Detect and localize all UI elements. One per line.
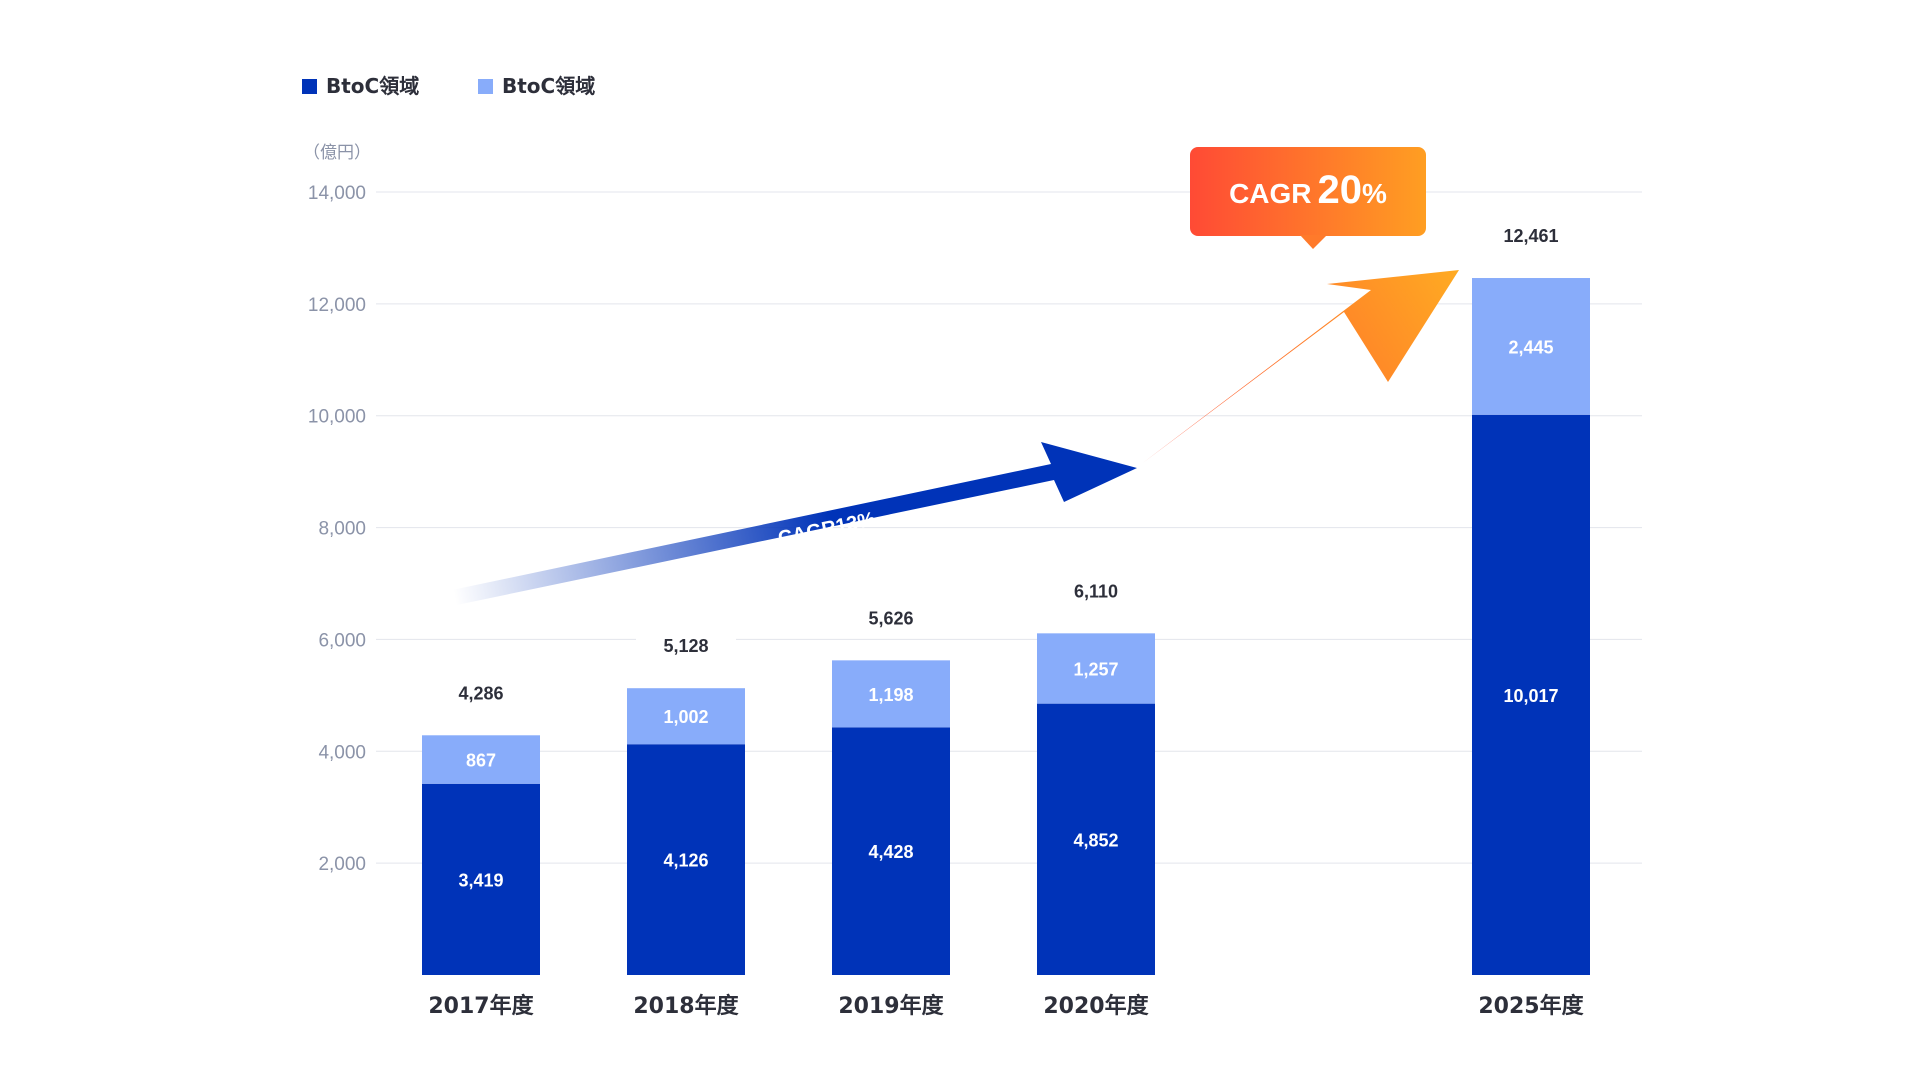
y-tick-label: 4,000 (318, 742, 366, 763)
x-tick-label: 2025年度 (1478, 993, 1584, 1019)
value-labels: 3,419 867 4,286 4,126 1,002 5,128 4,428 1,198 5,… (431, 222, 1581, 890)
total-label: 12,461 (1503, 226, 1558, 246)
callout-text: CAGR 20% (1229, 168, 1387, 212)
bar-label-light: 1,002 (663, 707, 708, 727)
y-tick-label: 12,000 (308, 295, 366, 316)
bar-segment-light (422, 735, 540, 784)
bar-segment-light (1037, 633, 1155, 704)
callout-box (1190, 147, 1426, 236)
callout-pointer (1300, 235, 1327, 249)
total-label-bg (1481, 222, 1581, 251)
x-tick-label: 2019年度 (838, 993, 944, 1019)
bar-segment-light (627, 688, 745, 745)
y-tick-label: 10,000 (308, 407, 366, 428)
y-axis-unit: （億円） (303, 143, 371, 163)
y-tick-label: 2,000 (318, 854, 366, 875)
x-tick-label: 2017年度 (428, 993, 534, 1019)
bar-segment-dark (832, 727, 950, 975)
bar-label-dark: 4,126 (663, 851, 708, 871)
bar-segment-dark (1472, 414, 1590, 975)
y-axis-ticks: 2,000 4,000 6,000 8,000 10,000 12,000 14,000 (308, 183, 366, 875)
bar-label-light: 2,445 (1508, 337, 1553, 357)
cagr-blue-arrow (452, 442, 1137, 606)
cagr-orange-arrow (1136, 270, 1459, 468)
bar-segment-dark (627, 744, 745, 975)
callout-value: 20 (1318, 168, 1363, 212)
legend: BtoC領域 BtoC領域 (302, 74, 595, 98)
y-tick-label: 14,000 (308, 183, 366, 204)
total-label: 5,626 (868, 608, 913, 628)
x-tick-label: 2018年度 (633, 993, 739, 1019)
total-label: 4,286 (458, 683, 503, 703)
bar-segment-dark (422, 783, 540, 975)
legend-label-dark: BtoC領域 (326, 74, 419, 98)
bar-label-light: 1,198 (868, 685, 913, 705)
legend-swatch-dark (302, 79, 317, 94)
total-label-bg (841, 604, 941, 633)
legend-swatch-light (478, 79, 493, 94)
bar-label-dark: 4,428 (868, 842, 913, 862)
callout-percent: % (1362, 178, 1387, 209)
bar-label-dark: 3,419 (458, 870, 503, 890)
legend-label-light: BtoC領域 (502, 74, 595, 98)
bar-label-light: 867 (466, 751, 496, 771)
cagr-orange-callout: CAGR 20% (1190, 147, 1426, 249)
bar-label-dark: 4,852 (1073, 830, 1118, 850)
total-label-bg (431, 679, 531, 708)
total-label-bg (636, 632, 736, 661)
bar-label-dark: 10,017 (1503, 686, 1558, 706)
gridlines (376, 191, 1642, 864)
y-tick-label: 6,000 (318, 630, 366, 651)
callout-prefix: CAGR (1229, 178, 1311, 209)
bars (422, 278, 1590, 975)
y-tick-label: 8,000 (318, 519, 366, 540)
bar-segment-light (1472, 278, 1590, 415)
x-tick-label: 2020年度 (1043, 993, 1149, 1019)
total-label-bg (1046, 577, 1146, 606)
bar-segment-light (832, 660, 950, 728)
total-label: 6,110 (1074, 581, 1118, 601)
total-label: 5,128 (663, 636, 708, 656)
bar-label-light: 1,257 (1073, 659, 1118, 679)
x-axis-ticks: 2017年度 2018年度 2019年度 2020年度 2025年度 (428, 993, 1584, 1019)
bar-segment-dark (1037, 703, 1155, 975)
